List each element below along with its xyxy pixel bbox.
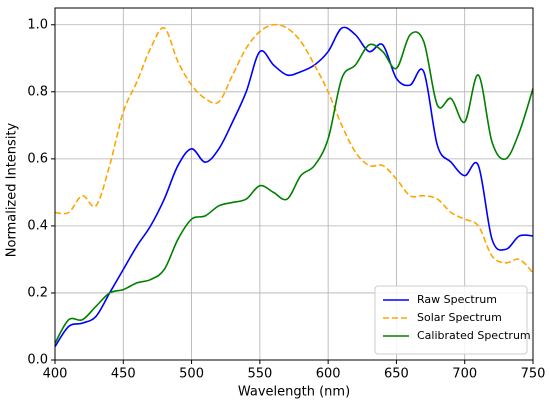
series-line [54, 31, 534, 344]
legend-label: Raw Spectrum [417, 293, 497, 306]
x-tick-label: 450 [111, 367, 136, 382]
y-tick-label: 0.4 [27, 218, 48, 233]
x-tick-label: 700 [452, 367, 477, 382]
x-tick-label: 750 [521, 367, 546, 382]
y-tick-label: 0.6 [27, 151, 48, 166]
plot-frame [54, 7, 534, 361]
legend-label: Solar Spectrum [417, 311, 502, 324]
y-tick-label: 0.8 [27, 84, 48, 99]
x-axis-label: Wavelength (nm) [238, 385, 350, 400]
x-tick-label: 400 [43, 367, 68, 382]
y-tick-label: 0.2 [27, 285, 48, 300]
legend-box [374, 285, 528, 355]
y-tick-label: 0.0 [27, 353, 48, 368]
legend-label: Calibrated Spectrum [417, 329, 531, 342]
series-line [54, 23, 534, 274]
x-tick-label: 550 [247, 367, 272, 382]
x-tick-label: 650 [384, 367, 409, 382]
y-axis-label: Normalized Intensity [5, 122, 20, 257]
x-tick-label: 600 [316, 367, 341, 382]
series-line [54, 26, 534, 348]
y-tick-label: 1.0 [27, 17, 48, 32]
x-tick-label: 500 [179, 367, 204, 382]
